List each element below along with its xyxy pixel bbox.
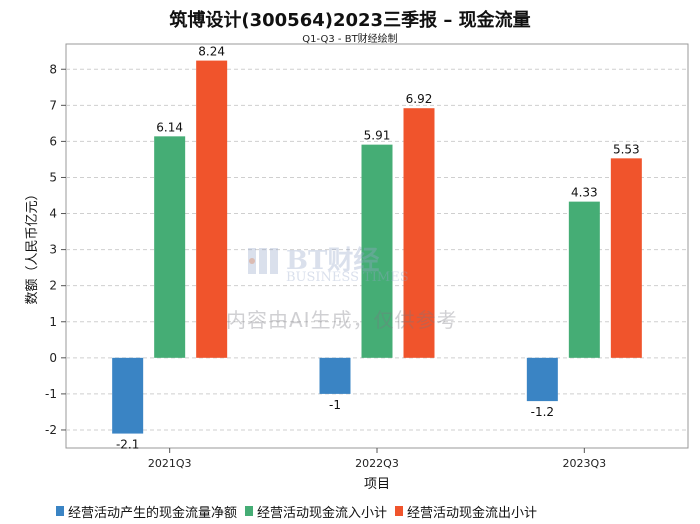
- data-label: 4.33: [571, 186, 598, 200]
- chart-title: 筑博设计(300564)2023三季报 – 现金流量: [169, 10, 531, 31]
- y-tick-label: 1: [49, 315, 57, 329]
- bar-2021Q3-s1: [112, 357, 144, 434]
- chart-legend: 经营活动产生的现金流量净额 经营活动现金流入小计 经营活动现金流出小计: [56, 502, 537, 521]
- y-tick-label: 7: [49, 98, 57, 112]
- data-label: 8.24: [198, 45, 225, 59]
- data-label: -1: [329, 398, 341, 412]
- x-tick-label: 2023Q3: [563, 457, 607, 470]
- legend-label-net: 经营活动产生的现金流量净额: [68, 505, 238, 521]
- legend-item-inflow: 经营活动现金流入小计: [245, 502, 387, 521]
- watermark-brand: BT财经: [286, 246, 380, 276]
- y-tick-label: 8: [49, 62, 57, 76]
- legend-item-outflow: 经营活动现金流出小计: [395, 502, 537, 521]
- y-tick-label: 2: [49, 279, 57, 293]
- x-axis-label: 项目: [364, 477, 390, 492]
- data-label: 6.14: [156, 120, 183, 134]
- bar-2021Q3-s2: [154, 136, 186, 358]
- legend-label-inflow: 经营活动现金流入小计: [257, 505, 388, 521]
- bar-2022Q3-s1: [319, 357, 351, 394]
- y-tick-label: 3: [49, 243, 57, 257]
- watermark-brand-sub: BUSINESS TIMES: [286, 270, 409, 285]
- watermark-text: 内容由AI生成，仅供参考: [226, 308, 458, 332]
- bar-2023Q3-s3: [610, 158, 642, 358]
- x-tick-label: 2021Q3: [148, 457, 192, 470]
- bar-chart: -2 -1 0 1 2 3 4 5 6 7 8 数额（人民币亿元） 项目 2021Q3 -2.1 6.14 8.…: [25, 43, 689, 492]
- data-label: 5.91: [364, 129, 391, 143]
- legend-swatch-outflow: [395, 506, 404, 516]
- data-label: 5.53: [613, 142, 640, 156]
- y-tick-label: 5: [49, 170, 57, 184]
- y-tick-label: 0: [49, 351, 57, 365]
- bt-logo-icon: [248, 248, 278, 274]
- y-tick-label: -1: [45, 387, 57, 401]
- bar-2022Q3-s2: [361, 144, 393, 358]
- bar-2021Q3-s3: [196, 60, 228, 358]
- y-tick-label: -2: [45, 423, 57, 437]
- legend-item-net: 经营活动产生的现金流量净额: [56, 502, 237, 521]
- bar-2023Q3-s1: [526, 357, 558, 402]
- watermark-logo: BT财经 BUSINESS TIMES: [246, 240, 456, 288]
- bar-2022Q3-s3: [403, 108, 435, 358]
- y-tick-label: 4: [49, 207, 57, 221]
- data-label: 6.92: [406, 92, 433, 106]
- legend-swatch-inflow: [245, 506, 254, 516]
- bar-2023Q3-s2: [568, 201, 600, 358]
- legend-swatch-net: [56, 506, 64, 516]
- data-label: -2.1: [116, 438, 139, 452]
- data-label: -1.2: [531, 405, 554, 419]
- x-tick-label: 2022Q3: [355, 457, 399, 470]
- legend-label-outflow: 经营活动现金流出小计: [407, 505, 538, 521]
- y-tick-label: 6: [49, 134, 57, 148]
- y-axis-label: 数额（人民币亿元）: [25, 187, 40, 304]
- chart-subtitle: Q1-Q3 - BT财经绘制: [302, 34, 398, 45]
